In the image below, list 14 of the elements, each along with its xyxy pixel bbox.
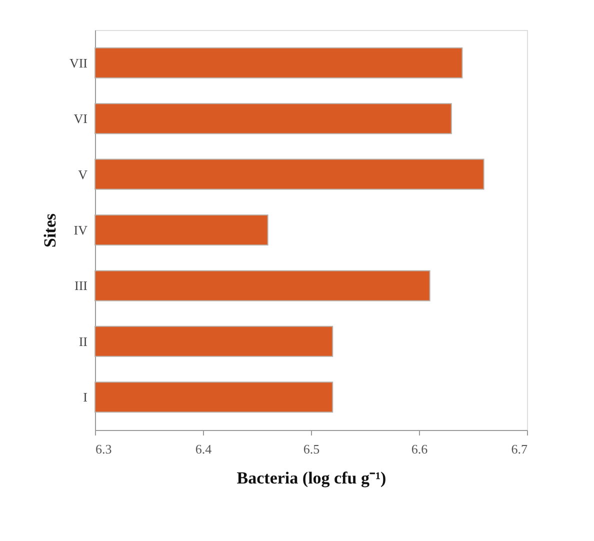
y-tick-label: VII (69, 55, 88, 70)
x-tick-label: 6.4 (195, 442, 212, 456)
x-tick-label: 6.3 (96, 442, 112, 456)
y-tick-label: VI (74, 111, 88, 126)
x-tick-label: 6.5 (303, 442, 320, 456)
y-tick-label: I (83, 390, 88, 405)
y-tick-label: III (74, 278, 88, 294)
y-tick-label: V (78, 166, 88, 182)
y-axis-title: Sites (40, 213, 60, 248)
y-tick-label: IV (74, 222, 88, 238)
x-tick-label: 6.6 (411, 442, 428, 456)
y-tick-label: II (78, 334, 88, 349)
x-axis-title: Bacteria (log cfu g⁻¹) (236, 468, 386, 488)
x-tick-label: 6.7 (511, 442, 528, 456)
